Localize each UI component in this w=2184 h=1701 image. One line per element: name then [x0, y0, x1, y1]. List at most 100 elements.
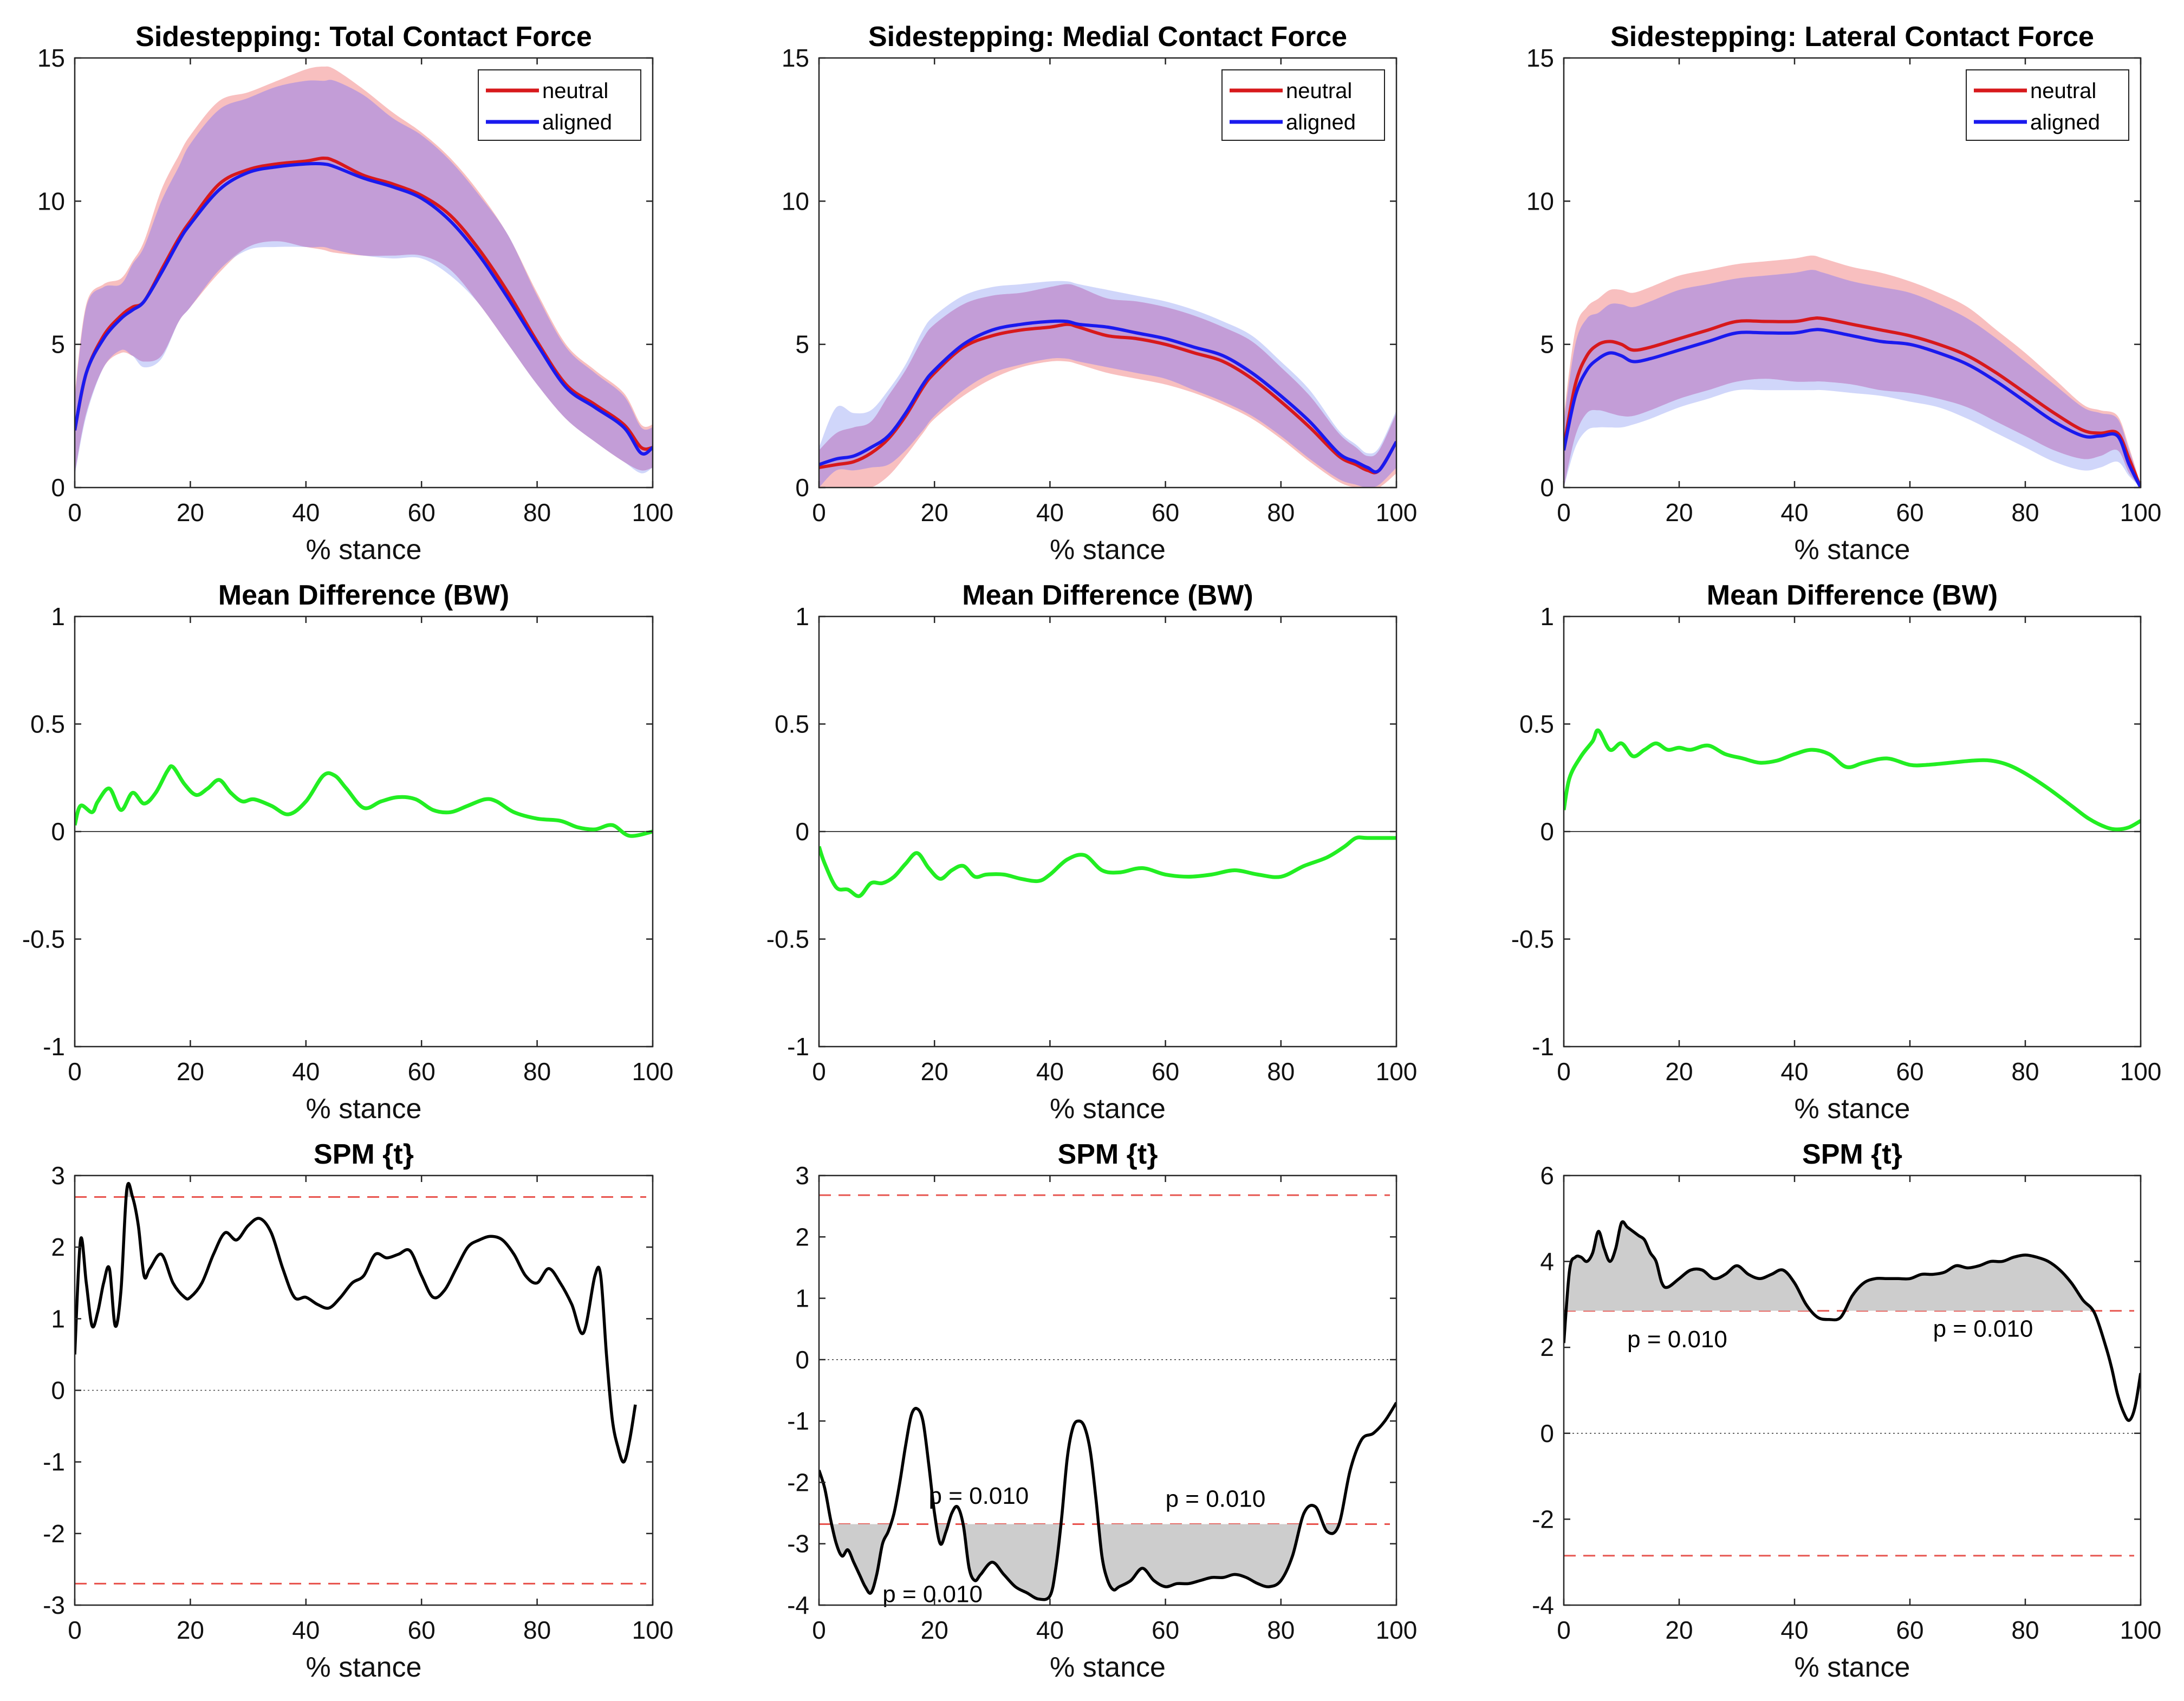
y-tick-label: 0.5 — [775, 710, 809, 738]
plot-area — [819, 831, 1396, 898]
chart-title: Sidestepping: Lateral Contact Force — [1610, 21, 2094, 53]
y-tick-label: 0.5 — [1519, 710, 1554, 738]
x-tick-label: 0 — [1557, 498, 1571, 527]
plot-area — [75, 764, 653, 838]
y-tick-label: 0 — [51, 817, 65, 846]
y-tick-label: -1 — [787, 1033, 809, 1061]
series-line-aligned — [75, 161, 653, 456]
y-tick-label: 3 — [795, 1161, 809, 1190]
legend-box — [478, 69, 641, 141]
band-overlap — [1564, 270, 2141, 488]
x-tick-label: 0 — [1557, 1057, 1571, 1086]
x-tick-label: 100 — [632, 498, 674, 527]
p-value-annotation: p = 0.010 — [1627, 1326, 1727, 1353]
x-tick-label: 100 — [1376, 1616, 1418, 1644]
x-tick-label: 80 — [523, 1057, 551, 1086]
x-tick-label: 80 — [1267, 498, 1295, 527]
x-tick-label: 60 — [1152, 1057, 1179, 1086]
x-tick-label: 40 — [292, 1057, 320, 1086]
band-overlap — [819, 284, 1396, 488]
legend-label-aligned: aligned — [542, 111, 612, 134]
plot-area — [819, 1194, 1396, 1601]
x-tick-label: 0 — [68, 498, 82, 527]
y-tick-label: -1 — [43, 1448, 65, 1476]
y-tick-label: 1 — [795, 1284, 809, 1313]
chart-title: SPM {t} — [314, 1139, 414, 1170]
x-axis-label: % stance — [306, 1652, 422, 1683]
mean-difference-curve — [819, 835, 1396, 898]
y-tick-label: 15 — [782, 44, 809, 72]
x-tick-label: 80 — [1267, 1616, 1295, 1644]
y-tick-label: 0.5 — [30, 710, 65, 738]
x-tick-label: 100 — [2120, 498, 2162, 527]
x-tick-label: 0 — [812, 498, 826, 527]
y-tick-label: -1 — [43, 1033, 65, 1061]
legend-label-neutral: neutral — [542, 79, 608, 103]
x-tick-label: 80 — [2011, 1616, 2039, 1644]
plot-area — [819, 281, 1396, 488]
y-tick-label: -2 — [787, 1468, 809, 1496]
x-tick-label: 60 — [1896, 1057, 1923, 1086]
y-tick-label: 0 — [795, 473, 809, 502]
panel-spm-total: 0 20 40 60 80 100 -3 -2 -1 0 1 2 3 SPM {t} % stance — [43, 1139, 673, 1683]
x-axis-label: % stance — [306, 534, 422, 566]
x-tick-label: 20 — [1665, 1057, 1693, 1086]
x-tick-label: 20 — [177, 1616, 204, 1644]
x-tick-label: 60 — [1896, 1616, 1923, 1644]
y-tick-label: -2 — [43, 1520, 65, 1548]
y-tick-label: 1 — [1540, 602, 1554, 631]
plot-area — [75, 1181, 653, 1585]
x-tick-label: 0 — [1557, 1616, 1571, 1644]
x-tick-label: 20 — [1665, 498, 1693, 527]
suprathreshold-cluster — [126, 1183, 133, 1197]
x-tick-label: 60 — [1896, 498, 1923, 527]
chart-title: Sidestepping: Total Contact Force — [135, 21, 592, 53]
series-line-aligned — [1564, 328, 2141, 488]
axes-frame — [74, 57, 654, 489]
y-tick-label: 0 — [1540, 1419, 1554, 1447]
suprathreshold-cluster — [1564, 1222, 2141, 1311]
x-tick-label: 60 — [1152, 498, 1179, 527]
chart-title: Mean Difference (BW) — [1707, 580, 1998, 611]
y-tick-label: -1 — [787, 1407, 809, 1435]
x-tick-label: 20 — [177, 1057, 204, 1086]
p-value-annotation: p = 0.010 — [1166, 1486, 1266, 1512]
legend-box — [1221, 69, 1385, 141]
y-tick-label: -4 — [1532, 1591, 1554, 1619]
spm-t-curve — [75, 1181, 637, 1464]
panel-spm-lateral: p = 0.010 p = 0.010 0 20 40 60 80 100 -4 -2 0 2 4 6 SP… — [1532, 1139, 2161, 1683]
panel-diff-lateral: 0 20 40 60 80 100 -1 -0.5 0 0.5 1 Mean Difference (… — [1511, 580, 2162, 1125]
x-axis-label: % stance — [1795, 1652, 1910, 1683]
y-tick-label: 15 — [37, 44, 65, 72]
y-tick-label: 0 — [51, 1377, 65, 1405]
legend-box — [1966, 69, 2129, 141]
y-tick-label: 5 — [795, 330, 809, 359]
y-tick-label: 5 — [51, 330, 65, 359]
x-tick-label: 80 — [523, 1616, 551, 1644]
y-tick-label: -3 — [787, 1530, 809, 1558]
plot-area — [1564, 1220, 2141, 1557]
y-tick-label: -3 — [43, 1591, 65, 1619]
y-tick-label: -0.5 — [766, 925, 809, 953]
p-value-annotation: p = 0.010 — [929, 1483, 1029, 1509]
x-tick-label: 80 — [2011, 498, 2039, 527]
y-tick-label: -1 — [1532, 1033, 1554, 1061]
series-line-aligned — [819, 319, 1396, 474]
y-tick-label: 1 — [795, 602, 809, 631]
legend-label-aligned: aligned — [1286, 111, 1356, 134]
spm-t-curve — [1564, 1220, 2141, 1422]
x-tick-label: 80 — [1267, 1057, 1295, 1086]
x-tick-label: 100 — [2120, 1057, 2162, 1086]
y-tick-label: 10 — [782, 187, 809, 215]
panel-diff-total: 0 20 40 60 80 100 -1 -0.5 0 0.5 1 Mean Difference (… — [22, 580, 674, 1125]
x-tick-label: 40 — [1036, 498, 1064, 527]
y-tick-label: 4 — [1540, 1248, 1554, 1276]
x-tick-label: 0 — [812, 1057, 826, 1086]
x-tick-label: 0 — [68, 1616, 82, 1644]
panel-force-lateral: 0 20 40 60 80 100 0 5 10 15 Sidestepping: Lateral … — [1526, 21, 2162, 566]
y-tick-label: -0.5 — [1511, 925, 1554, 953]
y-tick-label: 3 — [51, 1161, 65, 1190]
y-tick-label: -4 — [787, 1591, 809, 1619]
